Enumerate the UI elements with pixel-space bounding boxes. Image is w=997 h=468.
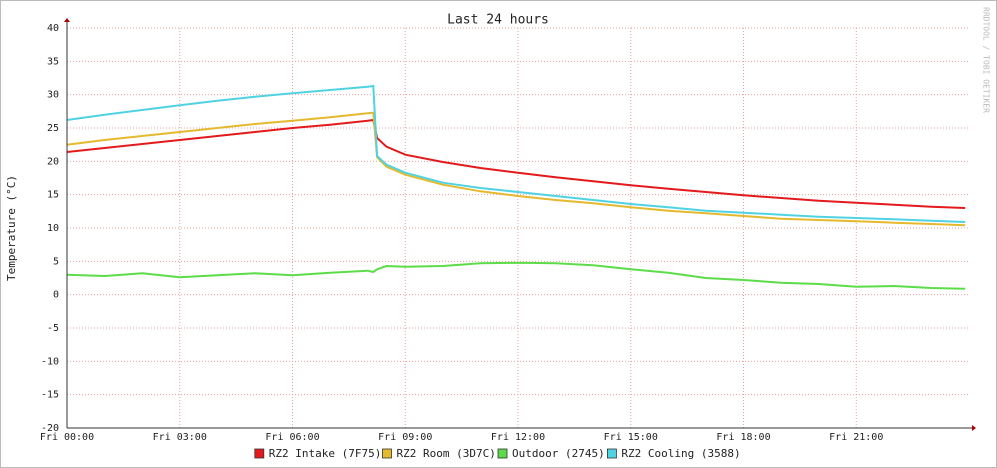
x-tick-label: Fri 09:00 bbox=[378, 432, 432, 443]
legend-swatch bbox=[254, 448, 265, 459]
series-line bbox=[66, 118, 966, 209]
y-tick-label: 20 bbox=[47, 156, 59, 167]
series-line bbox=[66, 84, 966, 223]
legend-swatch bbox=[382, 448, 392, 459]
series-line bbox=[66, 111, 966, 227]
y-tick-label: 30 bbox=[47, 90, 59, 101]
legend-label: Outdoor (2745) bbox=[512, 447, 605, 460]
x-tick-label: Fri 06:00 bbox=[265, 432, 319, 443]
y-tick-label: 15 bbox=[47, 190, 59, 201]
series-line bbox=[66, 261, 966, 290]
x-tick-label: Fri 18:00 bbox=[716, 432, 770, 443]
y-tick-label: 5 bbox=[53, 256, 59, 267]
y-axis-label: Temperature (°C) bbox=[5, 175, 18, 281]
legend-label: RZ2 Room (3D7C) bbox=[397, 447, 496, 460]
y-tick-label: 10 bbox=[47, 223, 59, 234]
x-tick-label: Fri 21:00 bbox=[829, 432, 883, 443]
legend-swatch bbox=[607, 448, 617, 459]
legend-swatch bbox=[497, 448, 508, 459]
watermark: RRDTOOL / TOBI OETIKER bbox=[982, 7, 991, 113]
y-tick-label: -15 bbox=[41, 390, 59, 401]
y-tick-label: -20 bbox=[41, 423, 59, 434]
y-tick-label: 40 bbox=[47, 23, 59, 34]
y-tick-label: -5 bbox=[47, 323, 59, 334]
x-tick-label: Fri 12:00 bbox=[491, 432, 545, 443]
y-arrow bbox=[64, 18, 70, 22]
x-tick-label: Fri 00:00 bbox=[40, 432, 94, 443]
y-tick-label: 25 bbox=[47, 123, 59, 134]
x-tick-label: Fri 03:00 bbox=[153, 432, 207, 443]
legend-label: RZ2 Intake (7F75) bbox=[269, 447, 382, 460]
y-tick-label: 0 bbox=[53, 290, 59, 301]
legend-label: RZ2 Cooling (3588) bbox=[621, 447, 740, 460]
y-tick-label: -10 bbox=[41, 356, 59, 367]
x-tick-label: Fri 15:00 bbox=[604, 432, 658, 443]
x-arrow bbox=[972, 425, 976, 431]
chart-title: Last 24 hours bbox=[447, 13, 549, 28]
y-tick-label: 35 bbox=[47, 56, 59, 67]
